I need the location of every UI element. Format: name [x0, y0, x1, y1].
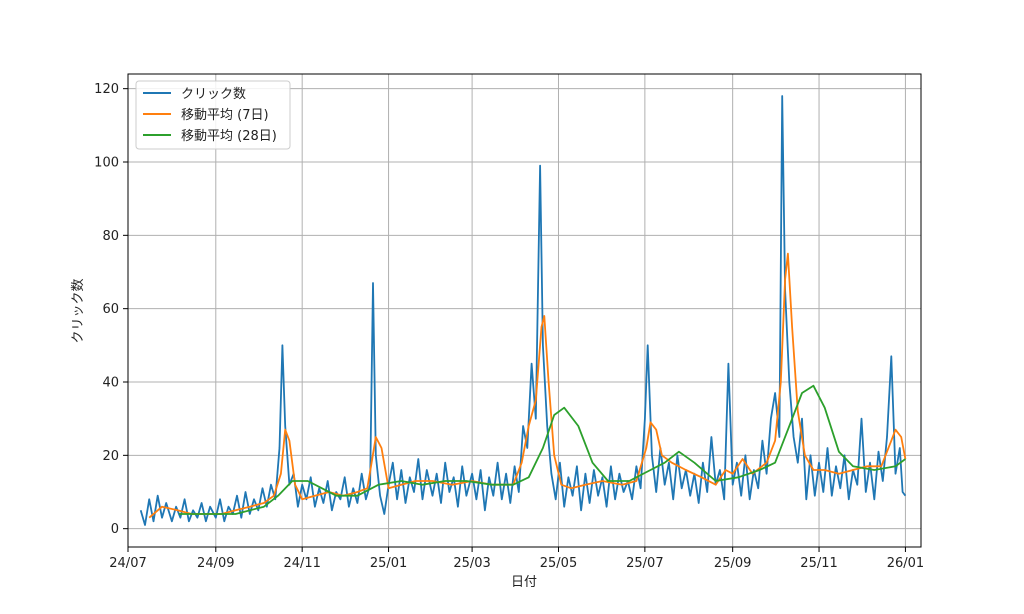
- series-line-moving-average-28: [179, 384, 906, 515]
- series-layer: [139, 95, 907, 526]
- y-tick-label: 0: [111, 522, 119, 537]
- legend-frame: [135, 80, 291, 150]
- plot-frame: [127, 73, 922, 548]
- y-tick-label: 120: [94, 82, 119, 97]
- series-line-clicks: [139, 95, 907, 526]
- legend-label-moving-average-28: 移動平均 (28日): [181, 129, 277, 144]
- x-tick-label: 25/11: [800, 556, 837, 571]
- x-tick-label: 24/11: [283, 556, 320, 571]
- x-tick-label: 24/07: [109, 556, 146, 571]
- y-tick-label: 40: [102, 376, 119, 391]
- x-tick-label: 25/05: [540, 556, 577, 571]
- series-line-moving-average-7: [148, 252, 907, 519]
- grid: [127, 74, 921, 547]
- legend-label-moving-average-7: 移動平均 (7日): [181, 108, 269, 123]
- y-tick-label: 80: [102, 229, 119, 244]
- x-axis: 24/07 24/09 24/11 25/01 25/03 25/05 25/07 25/09…: [109, 547, 924, 571]
- plot-background: [128, 74, 921, 547]
- x-tick-label: 25/09: [714, 556, 751, 571]
- x-tick-label: 25/01: [370, 556, 407, 571]
- y-tick-label: 100: [94, 156, 119, 171]
- x-axis-title: 日付: [511, 575, 537, 590]
- x-tick-label: 25/07: [626, 556, 663, 571]
- legend-label-clicks: クリック数: [181, 87, 246, 102]
- x-tick-label: 25/03: [453, 556, 490, 571]
- y-tick-label: 20: [102, 449, 119, 464]
- y-axis: 0 20 40 60 80 100 120: [94, 82, 128, 537]
- x-tick-label: 24/09: [197, 556, 234, 571]
- y-tick-label: 60: [102, 302, 119, 317]
- x-tick-label: 26/01: [887, 556, 924, 571]
- y-axis-title: クリック数: [71, 278, 86, 343]
